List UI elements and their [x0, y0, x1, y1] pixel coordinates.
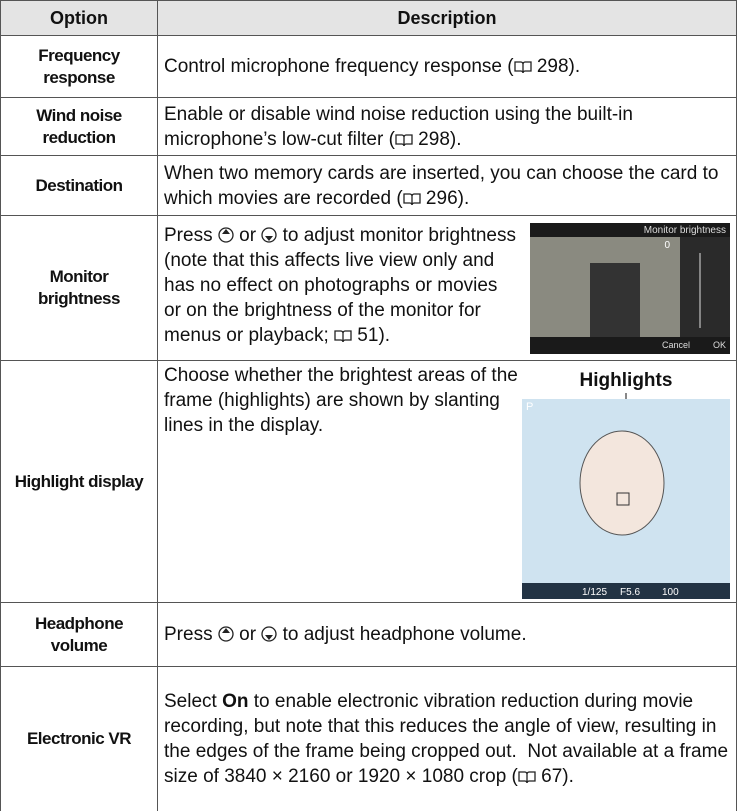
- text: to adjust monitor brightness (note that …: [164, 224, 522, 346]
- screen-shutter: 1/125: [582, 587, 607, 598]
- description: Enable or disable wind noise reduction u…: [157, 97, 737, 156]
- book-icon: [518, 770, 536, 784]
- screen-value: 0: [664, 240, 670, 251]
- up-icon: [218, 626, 234, 642]
- text: 298).: [531, 56, 581, 77]
- option: Headphone volume: [0, 602, 158, 667]
- option: Destination: [0, 155, 158, 216]
- highlight-screenshot: Highlights P 1/125 F5.6 100: [522, 370, 730, 599]
- description: Press or to adjust monitor brightness (n…: [157, 215, 737, 361]
- screen-title: Monitor brightness: [644, 225, 726, 236]
- option: Monitor brightness: [0, 215, 158, 361]
- book-icon: [334, 329, 352, 343]
- screen-cancel: Cancel: [662, 340, 690, 350]
- down-icon: [261, 227, 277, 243]
- book-icon: [514, 60, 532, 74]
- description: Select On to enable electronic vibration…: [157, 666, 737, 811]
- text: Select: [164, 691, 223, 712]
- down-icon: [261, 626, 277, 642]
- text: Enable or disable wind noise reduction u…: [164, 103, 639, 150]
- text: Control microphone frequency response (: [164, 56, 514, 77]
- caption: Highlights: [580, 370, 673, 391]
- text: Press: [164, 224, 218, 246]
- description: When two memory cards are inserted, you …: [157, 155, 737, 216]
- description: Press or to adjust headphone volume.: [157, 602, 737, 667]
- bold-text: On: [222, 691, 249, 712]
- text: to enable electronic vibration reduction…: [164, 691, 734, 787]
- book-icon: [403, 192, 421, 206]
- option: Frequency response: [0, 35, 158, 98]
- text: Choose whether the brightest areas of th…: [164, 365, 524, 436]
- option: Electronic VR: [0, 666, 158, 811]
- text: 298).: [412, 128, 462, 150]
- option: Highlight display: [0, 360, 158, 603]
- header-cell: Description: [157, 0, 737, 36]
- text: 296).: [420, 187, 470, 209]
- screen-ok: OK: [713, 340, 726, 350]
- screen-iso: 100: [662, 587, 679, 598]
- text: or: [233, 624, 262, 645]
- description: Control microphone frequency response ( …: [157, 35, 737, 98]
- text: Press: [164, 624, 218, 645]
- up-icon: [218, 227, 234, 243]
- header-cell: Option: [0, 0, 158, 36]
- option: Wind noise reduction: [0, 97, 158, 156]
- text: When two memory cards are inserted, you …: [164, 162, 724, 209]
- text: 67).: [535, 766, 574, 787]
- description: Choose whether the brightest areas of th…: [157, 360, 737, 603]
- screen-mode: P: [526, 401, 533, 413]
- book-icon: [395, 133, 413, 147]
- text: 51).: [352, 324, 391, 346]
- screen-aperture: F5.6: [620, 587, 640, 598]
- text: or: [233, 224, 262, 246]
- monitor-screenshot: Monitor brightness 0 Cancel OK: [530, 222, 730, 354]
- text: to adjust headphone volume.: [277, 624, 527, 645]
